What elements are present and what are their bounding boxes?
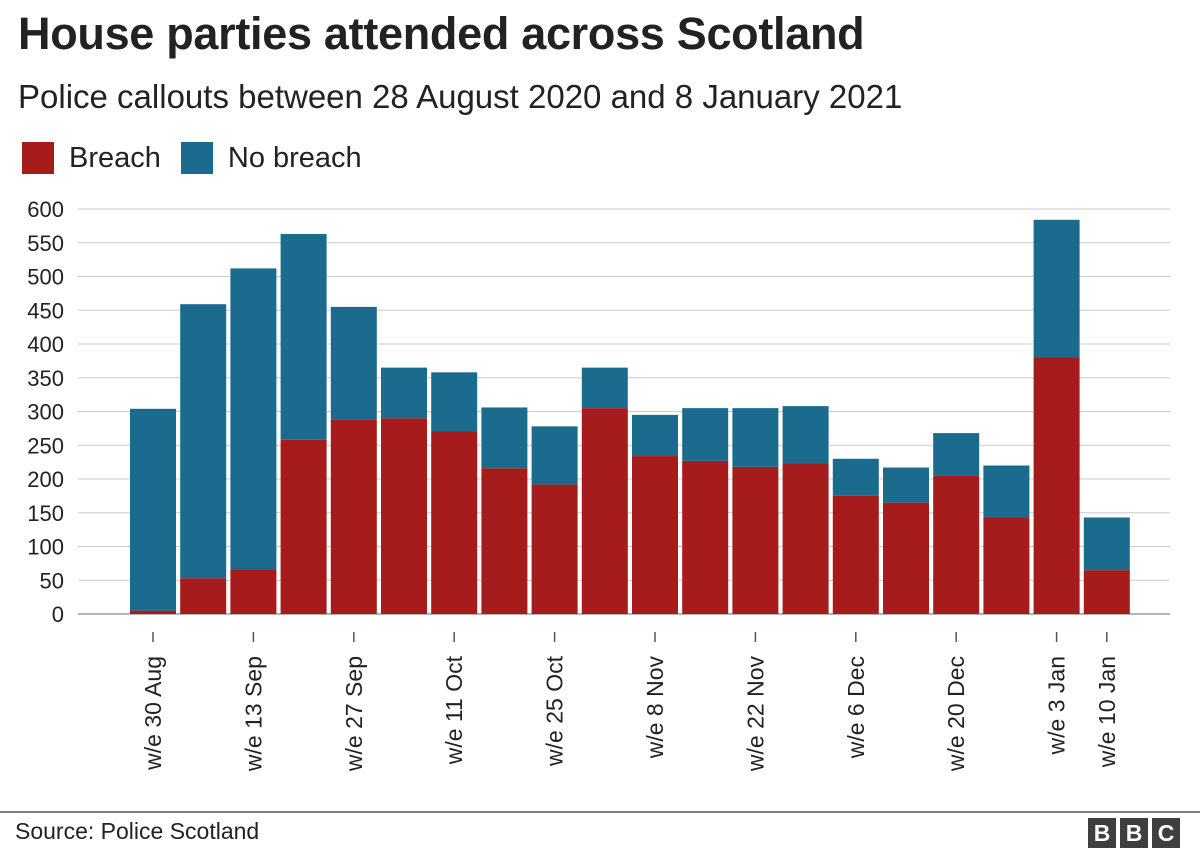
x-tick-label: w/e 22 Nov	[742, 656, 768, 773]
bar-no-breach	[1033, 219, 1080, 358]
x-tick-label: w/e 3 Jan	[1044, 656, 1070, 755]
bar-no-breach	[330, 306, 377, 420]
bar-no-breach	[782, 406, 829, 464]
bar-no-breach	[883, 467, 929, 503]
x-tick-label: w/e 10 Jan	[1094, 656, 1120, 768]
y-tick-label: 150	[27, 501, 64, 526]
chart-subtitle: Police callouts between 28 August 2020 a…	[18, 78, 903, 115]
y-tick-label: 300	[27, 400, 64, 425]
x-tick-label: w/e 8 Nov	[642, 656, 668, 760]
bar-no-breach	[280, 233, 327, 440]
y-tick-label: 600	[27, 197, 64, 222]
bar-no-breach	[632, 414, 678, 457]
y-tick-label: 200	[27, 467, 64, 492]
bar-breach	[330, 419, 377, 614]
y-tick-label: 400	[27, 332, 64, 357]
bar-no-breach	[983, 465, 1030, 518]
bar-breach	[883, 502, 929, 614]
y-tick-label: 0	[52, 602, 64, 627]
bar-breach	[933, 475, 980, 614]
bar-breach	[983, 517, 1030, 614]
bar-no-breach	[230, 268, 277, 570]
bar-breach	[531, 484, 578, 614]
x-tick-label: w/e 20 Dec	[943, 656, 969, 772]
bar-breach	[682, 460, 729, 614]
y-tick-label: 100	[27, 535, 64, 560]
y-tick-label: 450	[27, 298, 64, 323]
x-tick-label: w/e 30 Aug	[140, 656, 166, 771]
logo-letter: C	[1152, 818, 1180, 848]
bar-breach	[632, 456, 678, 614]
bar-no-breach	[531, 426, 578, 485]
bar-breach	[732, 466, 779, 614]
bar-breach	[130, 610, 176, 614]
x-tick-label: w/e 13 Sep	[240, 656, 266, 772]
bar-no-breach	[481, 407, 528, 469]
y-tick-label: 50	[40, 568, 64, 593]
legend: Breach No breach	[22, 138, 382, 178]
logo-letter: B	[1120, 818, 1148, 848]
bar-no-breach	[130, 408, 176, 611]
bar-breach	[1083, 570, 1130, 614]
x-tick-label: w/e 27 Sep	[341, 656, 367, 772]
bar-breach	[481, 468, 528, 614]
bar-breach	[230, 569, 277, 614]
bar-breach	[280, 439, 327, 614]
chart-title: House parties attended across Scotland	[18, 8, 865, 59]
y-tick-label: 250	[27, 433, 64, 458]
y-tick-label: 500	[27, 265, 64, 290]
bbc-logo: B B C	[1084, 818, 1180, 848]
bar-breach	[581, 408, 628, 614]
bar-no-breach	[933, 433, 980, 476]
legend-swatch-no-breach	[180, 142, 213, 174]
bar-breach	[431, 431, 478, 614]
bar-breach	[782, 463, 829, 614]
legend-item-breach: Breach	[22, 142, 161, 175]
x-tick-label: w/e 11 Oct	[441, 655, 467, 765]
x-tick-label: w/e 6 Dec	[843, 656, 869, 759]
bar-no-breach	[581, 367, 628, 409]
x-tick-label: w/e 25 Oct	[542, 655, 568, 767]
footer-divider	[0, 811, 1200, 813]
bar-no-breach	[1083, 517, 1130, 571]
bar-breach	[381, 418, 427, 614]
bar-breach	[832, 495, 879, 614]
bar-no-breach	[682, 408, 729, 461]
legend-label-breach: Breach	[69, 141, 161, 174]
legend-item-no-breach: No breach	[180, 141, 362, 175]
legend-swatch-breach	[22, 142, 54, 174]
y-tick-label: 550	[27, 231, 64, 256]
bar-no-breach	[381, 367, 427, 419]
bar-no-breach	[431, 372, 478, 432]
legend-label-no-breach: No breach	[227, 141, 362, 174]
stacked-bar-chart: 0 50 100 150 200 250 300 350 400 450 500 550 600 w/e …	[27, 197, 1170, 773]
bar-breach	[180, 578, 227, 614]
bar-breach	[1033, 357, 1080, 614]
bar-no-breach	[180, 304, 227, 579]
bar-no-breach	[832, 458, 879, 496]
bar-no-breach	[732, 408, 779, 467]
source-note: Source: Police Scotland	[15, 818, 260, 844]
logo-letter: B	[1088, 818, 1116, 848]
y-tick-label: 350	[27, 366, 64, 391]
